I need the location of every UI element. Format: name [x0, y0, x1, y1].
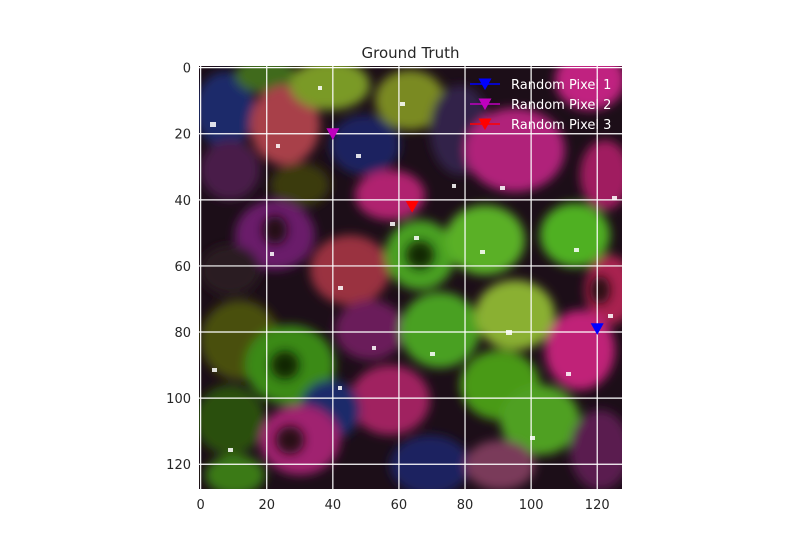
x-tick-label: 20	[258, 498, 275, 513]
y-tick-label: 20	[174, 128, 191, 143]
data-markers	[326, 128, 604, 335]
legend-marker	[478, 78, 492, 91]
y-tick-label: 0	[183, 62, 191, 77]
marker-point	[590, 323, 604, 335]
x-tick-label: 120	[585, 498, 610, 513]
legend: Random Pixel 1 Random Pixel 2 Random Pixel…	[470, 78, 611, 133]
y-axis: 0 20 40 60 80 100 120	[166, 62, 191, 474]
legend-marker	[478, 118, 492, 131]
y-tick-label: 40	[174, 194, 191, 209]
marker-point	[405, 200, 419, 213]
x-tick-label: 40	[325, 498, 342, 513]
x-tick-label: 0	[197, 498, 205, 513]
x-tick-label: 80	[457, 498, 474, 513]
legend-label: Random Pixel 2	[511, 98, 611, 113]
x-tick-label: 100	[519, 498, 544, 513]
y-tick-label: 80	[174, 326, 191, 341]
legend-label: Random Pixel 3	[511, 118, 611, 133]
plot-area	[199, 66, 622, 489]
chart-title: Ground Truth	[362, 44, 460, 62]
bead-image	[199, 66, 622, 489]
marker-point	[326, 128, 340, 140]
x-axis: 0 20 40 60 80 100 120	[197, 498, 610, 513]
legend-marker	[478, 98, 492, 111]
legend-label: Random Pixel 1	[511, 78, 611, 93]
x-tick-label: 60	[391, 498, 408, 513]
y-tick-label: 100	[166, 392, 191, 407]
y-tick-label: 120	[166, 458, 191, 473]
y-tick-label: 60	[174, 260, 191, 275]
